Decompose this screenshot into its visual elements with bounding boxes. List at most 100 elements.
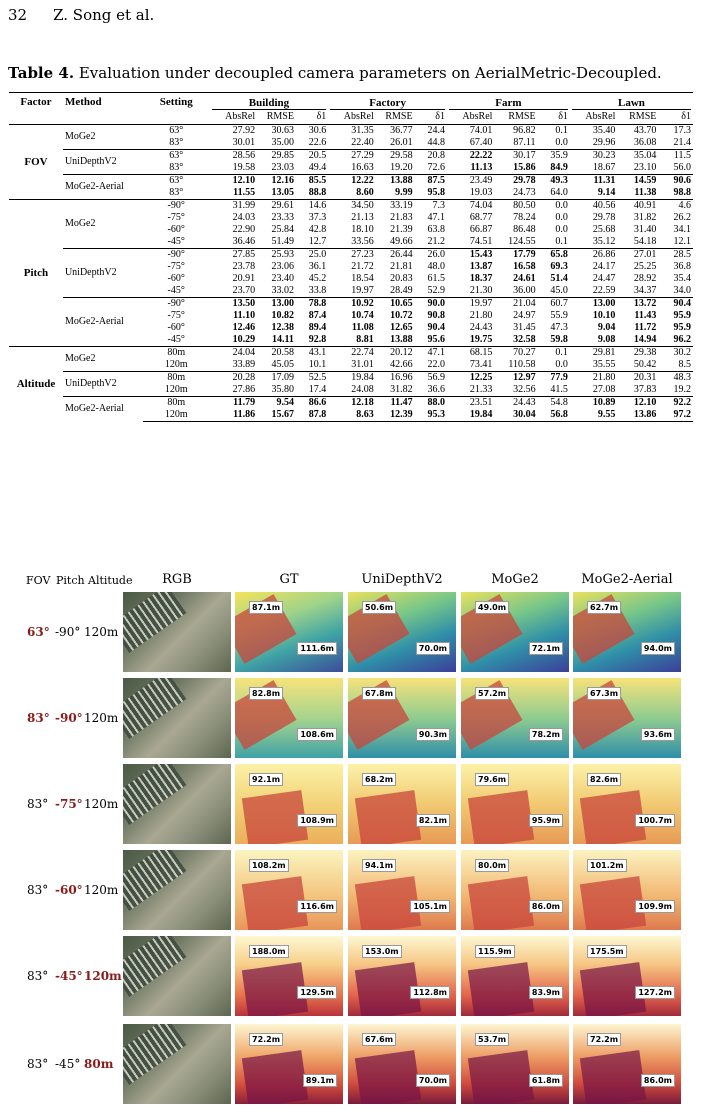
metric-cell: 87.8 [295,409,329,422]
depth-label: 67.6m [362,1033,397,1046]
metric-cell: 92.8 [308,334,327,345]
metric-cell: 9.54 [257,396,296,409]
method-label: MoGe2-Aerial [62,396,143,422]
metric-cell: 10.29 [232,334,256,345]
building-shape [123,592,187,654]
uni-image: 50.6m 70.0m [348,592,456,672]
metric-cell: 88.8 [308,187,327,198]
metric-cell: 24.17 [592,261,616,272]
metric-cell: 27.92 [232,125,256,136]
metric-cell: 33.8 [308,285,327,296]
row-alt: 120m [84,797,119,811]
metric-cell: 45.05 [271,359,294,370]
setting-cell: 80m [142,371,210,384]
setting-cell: -45° [167,236,185,247]
metric-cell: 30.23 [569,149,618,162]
setting-cell: -75° [167,261,185,272]
metric-cell: 87.11 [513,137,536,148]
depth-label: 129.5m [297,986,337,999]
metric-cell: 13.86 [617,409,659,422]
table-row: MoGe2-Aerial 80m 11.79 9.54 86.6 12.18 11.47 88… [9,396,693,422]
table-row: FOV MoGe2 63° 27.92 30.63 30.6 31.35 36.77 24.4 7… [9,125,693,168]
metric-cell: 48.0 [427,261,445,272]
metric-cell: 30.6 [308,125,327,136]
header-gt: GT [279,572,299,587]
metric-cell: 32.56 [513,384,536,395]
metric-cell: 12.10 [617,396,659,409]
depth-label: 153.0m [362,945,402,958]
metric-cell: 21.2 [427,236,445,247]
row-alt: 80m [84,1057,114,1071]
metric-cell: 41.5 [550,384,568,395]
metric-cell: 27.08 [592,384,616,395]
metric-cell: 90.6 [658,174,693,187]
depth-label: 89.1m [302,1074,337,1087]
metric-cell: 18.67 [592,162,616,173]
metric-absrel: AbsRel [328,110,376,125]
metric-cell: 17.09 [257,371,296,384]
metric-cell: 8.60 [356,187,374,198]
header-rgb: RGB [162,572,192,587]
metric-cell: 34.1 [673,224,692,235]
metric-cell: 28.92 [633,273,657,284]
metric-cell: 10.10 [592,310,616,321]
metric-cell: 11.10 [233,310,256,321]
metric-cell: 23.78 [232,261,256,272]
metric-cell: 96.2 [673,334,692,345]
depth-label: 70.0m [415,642,450,655]
depth-label: 188.0m [249,945,289,958]
row-pitch: -60° [55,883,83,897]
metric-cell: 54.8 [537,396,570,409]
metric-cell: 11.43 [634,310,657,321]
metric-cell: 13.50 [209,297,258,310]
metric-cell: 35.9 [537,149,570,162]
building-shape [123,764,187,826]
metric-cell: 12.65 [390,322,413,333]
table-row: 83° 11.55 13.05 88.8 8.60 9.99 95.8 19.03 24.73 6… [9,187,693,200]
metric-cell: 10.89 [569,396,618,409]
metric-cell: 36.08 [633,137,657,148]
depth-label: 105.1m [410,900,450,913]
metric-cell: 90.0 [414,297,447,310]
metric-cell: 15.43 [446,248,495,261]
metric-cell: 14.94 [633,334,657,345]
metric-cell: 42.8 [308,224,327,235]
metric-cell: 29.78 [592,212,616,223]
depth-label: 70.0m [415,1074,450,1087]
table-row: 83° 19.58 23.03 49.4 16.63 19.20 72.6 11.13 15.8… [9,162,693,175]
metric-cell: 74.01 [469,125,493,136]
factor-label: FOV [24,156,48,168]
metric-cell: 20.12 [375,346,415,359]
table-row: MoGe2-Aerial 63° 12.10 12.16 85.5 12.22 13.88 8… [9,174,693,200]
depth-label: 82.6m [587,773,622,786]
rgb-image [123,678,231,758]
moge-image: 53.7m 61.8m [461,1024,569,1104]
rgb-image [123,936,231,1016]
building-shape [123,678,187,740]
metric-cell: 92.2 [658,396,693,409]
moge-image: 57.2m 78.2m [461,678,569,758]
metric-cell: 9.04 [597,322,616,333]
metric-cell: 21.83 [390,212,413,223]
metric-cell: 21.4 [673,137,692,148]
method-label: MoGe2 [64,131,96,142]
metric-cell: 124.55 [508,236,536,247]
setting-cell: 120m [142,409,210,422]
metric-cell: 36.6 [427,384,445,395]
metric-cell: 60.7 [537,297,570,310]
metric-cell: 0.1 [555,236,568,247]
metric-cell: 20.91 [232,273,256,284]
depth-label: 57.2m [475,687,510,700]
uni-image: 67.6m 70.0m [348,1024,456,1104]
metric-cell: 35.4 [673,273,692,284]
depth-building-shape [354,1050,422,1104]
metric-cell: 19.84 [328,371,376,384]
metric-cell: 25.93 [257,248,296,261]
metric-cell: 21.81 [390,261,413,272]
metric-cell: 12.97 [494,371,538,384]
metric-cell: 31.99 [209,199,258,212]
gt-image: 82.8m 108.6m [235,678,343,758]
header-moge: MoGe2 [491,572,539,587]
metric-cell: 33.02 [271,285,294,296]
metric-cell: 31.35 [351,125,374,136]
